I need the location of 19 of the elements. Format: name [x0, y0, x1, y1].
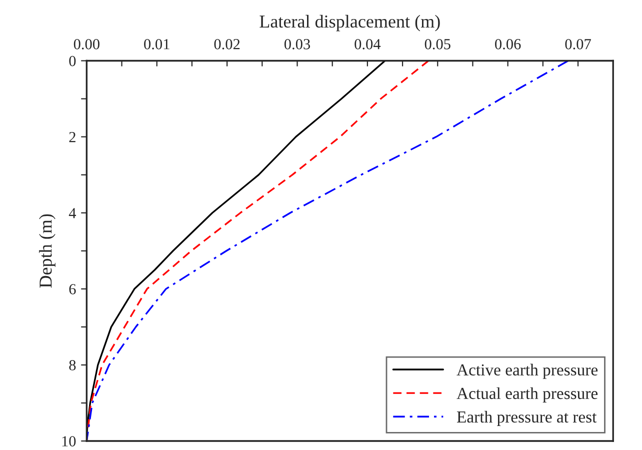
x-tick-label: 0.06	[495, 39, 521, 50]
x-tick-label: 0.01	[144, 39, 170, 50]
y-axis-title: Depth (m)	[39, 214, 56, 288]
x-tick-label: 0.05	[424, 39, 450, 50]
x-tick-label: 0.02	[214, 39, 240, 50]
legend-label: Earth pressure at rest	[456, 410, 597, 426]
y-tick-label: 6	[69, 284, 76, 294]
y-tick-label: 10	[62, 436, 76, 446]
x-tick-label: 0.04	[354, 39, 381, 50]
y-tick-label: 0	[69, 56, 76, 66]
legend-label: Actual earth pressure	[456, 387, 598, 402]
y-tick-label: 8	[69, 360, 76, 370]
x-tick-label: 0.00	[74, 39, 100, 50]
legend-label: Active earth pressure	[456, 364, 598, 379]
y-tick-label: 2	[69, 132, 76, 142]
y-tick-label: 4	[68, 208, 76, 218]
x-axis-title: Lateral displacement (m)	[260, 14, 440, 32]
x-tick-label: 0.07	[565, 39, 591, 50]
x-tick-label: 0.03	[284, 39, 310, 50]
